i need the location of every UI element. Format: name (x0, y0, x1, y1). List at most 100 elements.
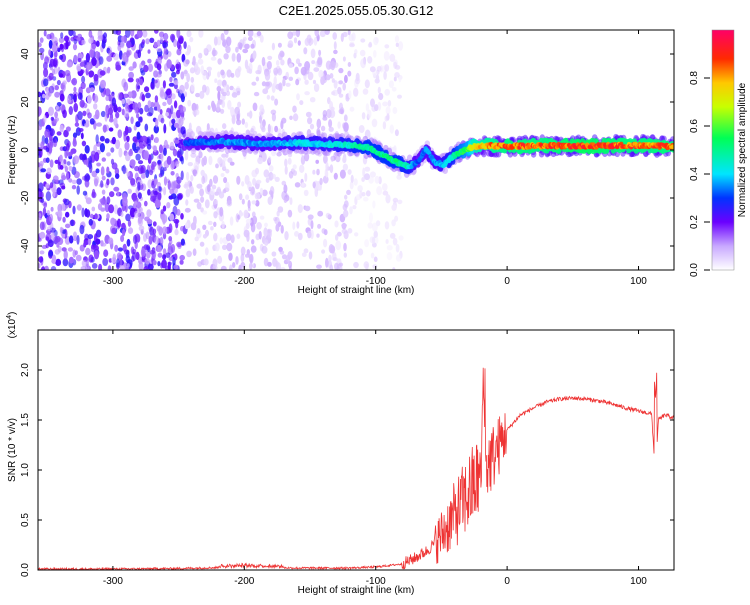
spectrogram-cell (178, 133, 183, 138)
spectrogram-cell (48, 39, 53, 49)
spectrogram-cell (39, 160, 44, 167)
spectrogram-cell (158, 186, 162, 192)
spectrogram-cell (118, 147, 123, 158)
spectrogram-cell (130, 246, 135, 255)
spectrogram-cell (65, 211, 70, 218)
snr-y-multiplier: (x104) (6, 312, 18, 339)
spectrogram-cell (271, 112, 276, 122)
spectrogram-cell (353, 52, 357, 59)
spectrogram-cell (79, 244, 85, 252)
spectrogram-cell (153, 125, 159, 134)
spectrogram-cell (330, 106, 335, 111)
spectrogram-cell (73, 102, 78, 113)
spectrogram-cell (110, 158, 115, 165)
spectrogram-cell (382, 183, 388, 191)
spectrogram-cell (382, 121, 387, 130)
spectrogram-cell (77, 92, 83, 100)
spectrogram-cell (287, 31, 294, 40)
spectrogram-cell (66, 143, 70, 152)
spectrogram-cell (259, 122, 266, 131)
spectrogram-cell (312, 169, 316, 175)
spectrogram-cell (91, 206, 96, 212)
spectrogram-cell (116, 190, 120, 197)
spectrogram-cell (261, 245, 268, 254)
colorbar-tick-label: 0.4 (689, 167, 700, 181)
spectrogram-cell (301, 182, 305, 187)
spectrogram-cell (264, 239, 269, 246)
spectrogram-cell (100, 180, 104, 188)
spectrogram-cell (330, 155, 334, 162)
spectrogram-cell (323, 238, 328, 248)
spectrogram-cell (347, 169, 352, 175)
spectrogram-cell (99, 143, 105, 153)
spectrogram-cell (393, 76, 397, 82)
spectrogram-cell (97, 35, 104, 41)
y-tick-label: 1.5 (20, 413, 31, 427)
spectrogram-cell (145, 92, 151, 99)
spectrogram-cell (184, 222, 189, 230)
spectrogram-cell (325, 170, 329, 178)
snr-background (38, 330, 674, 570)
spectrogram-cell (111, 97, 117, 107)
spectrogram-cell (321, 249, 326, 254)
spectrogram-cell (292, 113, 299, 122)
spectrogram-cell (79, 69, 85, 74)
spectrogram-cell (327, 97, 331, 105)
spectrogram-cell (128, 149, 134, 157)
spectrogram-cell (39, 37, 44, 43)
spectrogram-cell (68, 165, 73, 172)
y-tick-label: -20 (20, 190, 31, 205)
spectrogram-cell (296, 93, 300, 101)
spectrogram-cell (194, 236, 199, 242)
spectrogram-cell (66, 161, 71, 166)
spectrogram-cell (39, 191, 44, 199)
spectrogram-cell (255, 76, 260, 82)
spectrogram-cell (243, 229, 250, 238)
spectrogram-cell (342, 203, 348, 211)
spectrogram-cell (207, 69, 211, 77)
spectrogram-cell (56, 131, 62, 136)
spectrogram-cell (159, 236, 164, 246)
spectrogram-cell (267, 196, 273, 205)
spectrogram-cell (204, 199, 210, 209)
spectrogram-cell (226, 200, 233, 207)
spectrogram-cell (156, 39, 161, 47)
spectrogram-cell (168, 236, 173, 242)
spectrogram-cell (40, 168, 47, 173)
spectrogram-cell (378, 92, 384, 101)
spectrogram-cell (95, 134, 99, 144)
snr-series-clip (38, 367, 674, 570)
spectrogram-cell (183, 70, 188, 75)
spectrogram-cell (322, 110, 327, 118)
spectrogram-cell (52, 175, 59, 182)
spectrogram-cell (46, 209, 51, 216)
spectrogram-cell (152, 79, 158, 84)
spectrogram-cell (274, 176, 280, 182)
spectrogram-cell (226, 36, 232, 47)
spectrogram-cell (168, 195, 174, 200)
spectrogram-cell (168, 82, 175, 87)
spectrogram-cell (180, 71, 185, 80)
spectrogram-cell (385, 194, 391, 204)
spectrogram-cell (95, 238, 101, 245)
spectrogram-cell (230, 234, 235, 244)
spectrogram-cell (106, 178, 110, 186)
spectrogram-cell (179, 84, 185, 94)
spectrogram-cell (280, 224, 284, 234)
spectrogram-cell (220, 69, 225, 76)
spectrogram-cell (85, 87, 91, 94)
spectrogram-cell (172, 148, 178, 157)
spectrogram-cell (283, 197, 288, 203)
spectrogram-cell (133, 210, 140, 218)
spectrogram-cell (192, 248, 197, 256)
spectrogram-cell (237, 110, 241, 119)
spectrogram-cell (76, 204, 82, 211)
spectrogram-cell (198, 151, 203, 159)
spectrogram-cell (331, 91, 336, 96)
spectrogram-cell (121, 98, 126, 105)
spectrogram-cell (261, 56, 266, 67)
spectrogram-cell (318, 69, 324, 79)
spectrogram-cell (127, 77, 134, 83)
x-tick-label: -200 (234, 276, 254, 287)
spectrogram-cell (342, 31, 348, 38)
